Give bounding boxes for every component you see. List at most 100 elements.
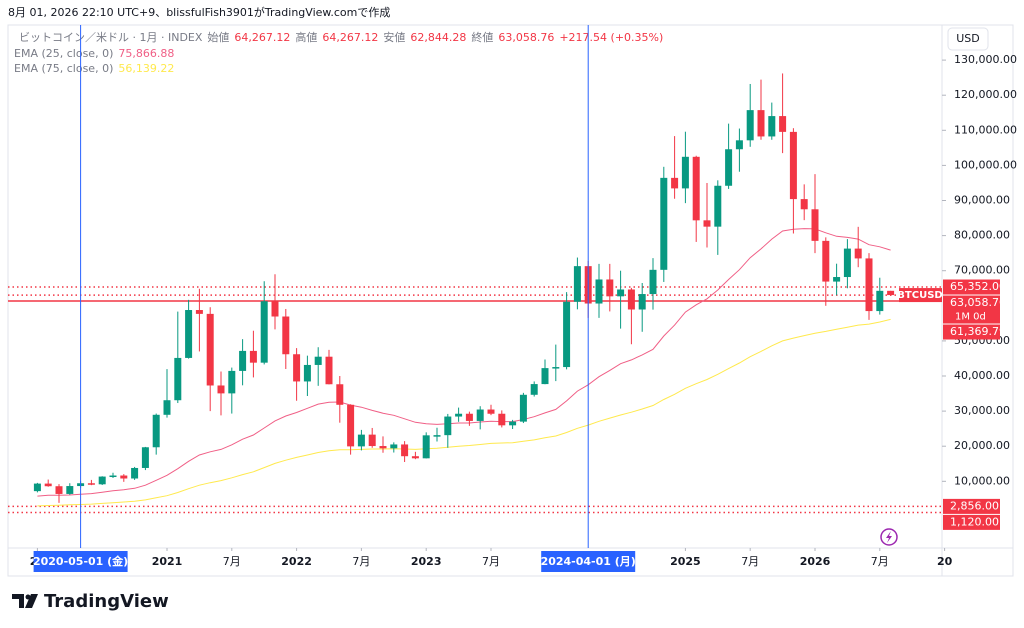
candle-body — [660, 177, 668, 270]
candle-body — [455, 413, 463, 417]
candle-body — [768, 116, 776, 137]
candle-body — [228, 370, 236, 394]
candle-body — [854, 248, 862, 259]
legend-value: 64,267.12 — [322, 31, 378, 44]
candle-body — [66, 486, 74, 494]
x-tick-label: 20 — [937, 555, 953, 568]
candle-body — [779, 116, 787, 132]
candle-body — [649, 269, 657, 295]
x-tick-label: 2025 — [670, 555, 701, 568]
candle-body — [271, 301, 279, 317]
candle-body — [465, 413, 473, 421]
candle-body — [239, 350, 247, 371]
price-label: 1,120.00 — [950, 515, 999, 528]
price-label: 65,352.00 — [950, 280, 1006, 293]
symbol-tag: BTCUSD — [897, 290, 942, 301]
candle-body — [671, 177, 679, 189]
candle-body — [87, 483, 95, 485]
candle-body — [98, 476, 106, 485]
candle-body — [141, 447, 149, 468]
x-tick-label: 2023 — [411, 555, 442, 568]
candle-body — [293, 354, 301, 382]
icon-circle — [880, 528, 898, 546]
logo-mark — [25, 594, 38, 608]
candle-body — [411, 456, 419, 459]
legend-value: 62,844.28 — [410, 31, 466, 44]
candle-body — [390, 444, 398, 449]
candle-body — [843, 248, 851, 278]
candle-body — [638, 294, 646, 310]
symbol: ビットコイン／米ドル · 1月 · INDEX — [19, 31, 203, 44]
candle-body — [627, 289, 635, 310]
candle-body — [725, 149, 733, 186]
price-label: 61,369.79 — [950, 325, 1006, 338]
candle-body — [692, 156, 700, 221]
candle-body — [865, 258, 873, 312]
candle-body — [563, 301, 571, 368]
y-tick-label: 40,000.00 — [954, 369, 1010, 382]
price-label-box — [943, 279, 1000, 295]
x-tick-label: 2022 — [281, 555, 312, 568]
candle-body — [487, 409, 495, 414]
candle-body — [174, 357, 182, 401]
candle-body — [530, 384, 538, 395]
y-tick-label: 70,000.00 — [954, 264, 1010, 277]
candle-body — [800, 199, 808, 210]
candle-body — [476, 409, 484, 421]
crosshair-label: 2024-04-01 (月) — [541, 555, 636, 568]
y-tick-label: 30,000.00 — [954, 404, 1010, 417]
legend-label: 始値 — [207, 30, 229, 44]
candle-body — [714, 185, 722, 227]
candle-body — [746, 110, 754, 141]
crosshair-label-box — [541, 551, 636, 572]
x-tick-label: 7月 — [871, 555, 889, 568]
x-tick-label: 7月 — [223, 555, 241, 568]
candle-body — [185, 310, 193, 358]
y-tick-label: 10,000.00 — [954, 474, 1010, 487]
brand: TradingView — [44, 591, 169, 612]
candle-body — [595, 279, 603, 304]
candle-body — [498, 413, 506, 426]
ema-line — [37, 228, 891, 497]
legend-label: 安値 — [383, 30, 405, 44]
header: 8月 01, 2026 22:10 UTC+9、blissfulFish3901… — [8, 5, 390, 19]
indicator-name: EMA (75, close, 0) — [14, 62, 113, 75]
candle-body — [314, 356, 322, 365]
indicator-value: 56,139.22 — [118, 62, 174, 75]
candle-body — [33, 483, 41, 492]
candle-body — [303, 364, 311, 382]
candle-body — [336, 384, 344, 405]
price-label-box — [943, 324, 1000, 340]
candle-body — [325, 356, 333, 385]
candle-body — [606, 279, 614, 297]
currency-button[interactable] — [947, 27, 989, 51]
crosshair-label: 2020-05-01 (金) — [33, 554, 128, 568]
candle-body — [401, 444, 409, 457]
legend-label: +217.54 (+0.35%) — [559, 31, 663, 44]
lightning-icon[interactable] — [880, 528, 898, 546]
logo-mark — [12, 594, 24, 608]
price-countdown: 1M 0d — [955, 312, 986, 323]
indicator-legend: EMA (75, close, 0) 56,139.22 — [14, 62, 174, 75]
x-tick-label: 7月 — [352, 555, 370, 568]
y-tick-label: 110,000.00 — [954, 123, 1017, 136]
candle-body — [217, 385, 225, 394]
candle-body — [249, 350, 257, 363]
candle-body — [552, 367, 560, 369]
legend-label: 終値 — [471, 30, 493, 44]
indicator-legend: EMA (25, close, 0) 75,866.88 — [14, 47, 174, 60]
candle-body — [433, 435, 441, 437]
y-tick-label: 120,000.00 — [954, 88, 1017, 101]
candle-body — [44, 483, 52, 487]
candle-body — [444, 416, 452, 436]
indicator-value: 75,866.88 — [118, 47, 174, 60]
y-tick-label: 20,000.00 — [954, 439, 1010, 452]
candle-body — [811, 209, 819, 241]
candle-body — [833, 277, 841, 282]
candle-body — [152, 414, 160, 448]
legend-label: 高値 — [295, 30, 317, 44]
candle-body — [541, 368, 549, 385]
candle-body — [55, 486, 63, 494]
y-tick-label: 130,000.00 — [954, 53, 1017, 66]
